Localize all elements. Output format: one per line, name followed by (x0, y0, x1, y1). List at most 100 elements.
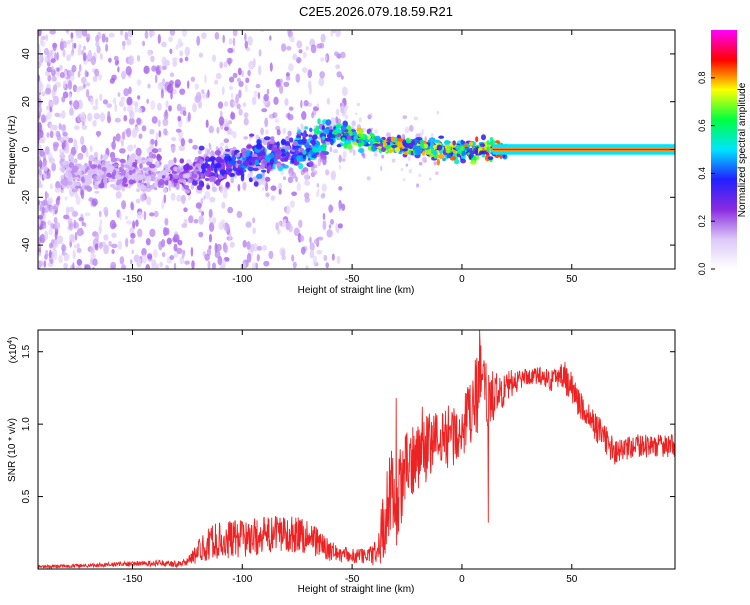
spectrogram-noise-blob (243, 136, 249, 140)
spectrogram-noise-blob (162, 78, 166, 84)
spectrogram-noise-blob (38, 97, 42, 107)
spectrogram-noise-blob (158, 130, 162, 138)
spectrogram-noise-blob (38, 53, 44, 63)
spectrogram-noise-blob (236, 103, 241, 110)
spectrogram-noise-blob (39, 138, 44, 144)
spectrogram-noise-blob (328, 224, 332, 229)
spectrogram-noise-blob (135, 198, 141, 204)
spectrogram-noise-blob (295, 176, 298, 183)
spectrogram-noise-blob (277, 228, 281, 235)
spectrogram-ridge-blob (236, 160, 242, 165)
spectrogram-noise-blob (140, 193, 146, 202)
spectrogram-noise-blob (251, 96, 257, 106)
spectrogram-noise-blob (187, 112, 191, 122)
spectrogram-noise-blob (109, 151, 116, 160)
spectrogram-noise-blob (344, 114, 349, 120)
spectrogram-noise-blob (413, 116, 419, 121)
spectrogram-noise-blob (150, 100, 156, 111)
spectrogram-noise-blob (175, 128, 182, 133)
spectrogram-noise-blob (421, 128, 424, 136)
spectrogram-ridge-blob (311, 134, 318, 140)
spectrogram-noise-blob (193, 218, 199, 224)
spectrogram-ridge-blob (62, 160, 69, 166)
spectrogram-ridge-blob (293, 158, 298, 164)
spectrogram-noise-blob (221, 259, 227, 268)
spectrogram-noise-blob (115, 191, 122, 199)
spectrogram-noise-blob (171, 137, 177, 142)
spectrogram-noise-blob (126, 127, 132, 138)
spectrogram-noise-blob (400, 167, 404, 172)
spectrogram-noise-blob (285, 76, 291, 81)
spectrogram-ridge-blob (106, 160, 111, 165)
spectrogram-noise-blob (355, 112, 358, 116)
spectrogram-noise-blob (188, 138, 193, 144)
spectrogram-noise-blob (98, 210, 102, 218)
spectrogram-ridge-blob (101, 161, 106, 168)
spectrogram-y-tick-label: -40 (21, 237, 32, 252)
spectrogram-noise-blob (52, 242, 57, 251)
spectrogram-noise-blob (188, 215, 194, 224)
spectrogram-ridge-blob (255, 143, 263, 150)
spectrogram-noise-blob (85, 82, 91, 87)
snr-x-tick-label: 50 (566, 574, 578, 585)
spectrogram-noise-blob (63, 214, 70, 220)
spectrogram-noise-blob (302, 51, 307, 59)
spectrogram-noise-blob (85, 33, 91, 42)
spectrogram-noise-blob (289, 36, 295, 43)
spectrogram-noise-blob (180, 138, 186, 147)
spectrogram-noise-blob (220, 150, 226, 154)
spectrogram-ridge-blob (242, 152, 247, 159)
spectrogram-noise-blob (287, 30, 292, 37)
spectrogram-noise-blob (73, 125, 80, 130)
spectrogram-noise-blob (126, 104, 134, 113)
spectrogram-noise-blob (142, 40, 146, 47)
spectrogram-noise-blob (155, 263, 159, 269)
spectrogram-ridge-blob (481, 150, 488, 155)
spectrogram-noise-blob (38, 47, 42, 54)
spectrogram-ridge-blob (433, 144, 438, 150)
spectrogram-noise-blob (243, 117, 249, 126)
spectrogram-noise-blob (92, 75, 98, 82)
spectrogram-noise-blob (278, 182, 283, 191)
spectrogram-noise-blob (62, 49, 66, 58)
spectrogram-noise-blob (174, 79, 181, 87)
spectrogram-noise-blob (317, 188, 320, 192)
spectrogram-noise-blob (130, 201, 134, 210)
spectrogram-noise-blob (211, 180, 215, 189)
spectrogram-noise-blob (200, 197, 204, 205)
spectrogram-ridge-blob (251, 153, 259, 158)
spectrogram-noise-blob (256, 245, 263, 251)
figure-title: C2E5.2026.079.18.59.R21 (299, 4, 453, 19)
spectrogram-noise-blob (161, 41, 167, 48)
spectrogram-ridge-blob (227, 155, 232, 162)
spectrogram-noise-blob (68, 206, 75, 213)
spectrogram-noise-blob (121, 131, 126, 141)
spectrogram-noise-blob (278, 188, 282, 195)
spectrogram-noise-blob (326, 229, 333, 238)
spectrogram-noise-blob (264, 117, 269, 128)
spectrogram-noise-blob (126, 38, 132, 46)
spectrogram-noise-blob (63, 254, 67, 262)
spectrogram-ridge-blob (343, 132, 349, 137)
spectrogram-ridge-blob (341, 137, 346, 142)
spectrogram-noise-blob (38, 30, 42, 37)
spectrogram-noise-blob (317, 158, 321, 167)
spectrogram-noise-blob (341, 158, 346, 162)
spectrogram-noise-blob (262, 244, 268, 251)
spectrogram-ridge-blob (73, 176, 80, 180)
spectrogram-ridge-blob (335, 129, 342, 133)
spectrogram-noise-blob (41, 212, 47, 221)
spectrogram-noise-blob (287, 176, 294, 184)
spectrogram-ridge-blob (282, 164, 289, 169)
spectrogram-ridge-blob (479, 143, 486, 148)
spectrogram-noise-blob (123, 106, 127, 112)
spectrogram-marks (38, 30, 675, 269)
spectrogram-noise-blob (316, 190, 320, 198)
spectrogram-ridge-blob (234, 149, 240, 153)
spectrogram-noise-blob (404, 126, 410, 134)
spectrogram-noise-blob (92, 120, 97, 127)
spectrogram-noise-blob (435, 171, 439, 176)
spectrogram-noise-blob (145, 238, 151, 246)
spectrogram-noise-blob (162, 226, 168, 237)
spectrogram-noise-blob (330, 218, 334, 225)
